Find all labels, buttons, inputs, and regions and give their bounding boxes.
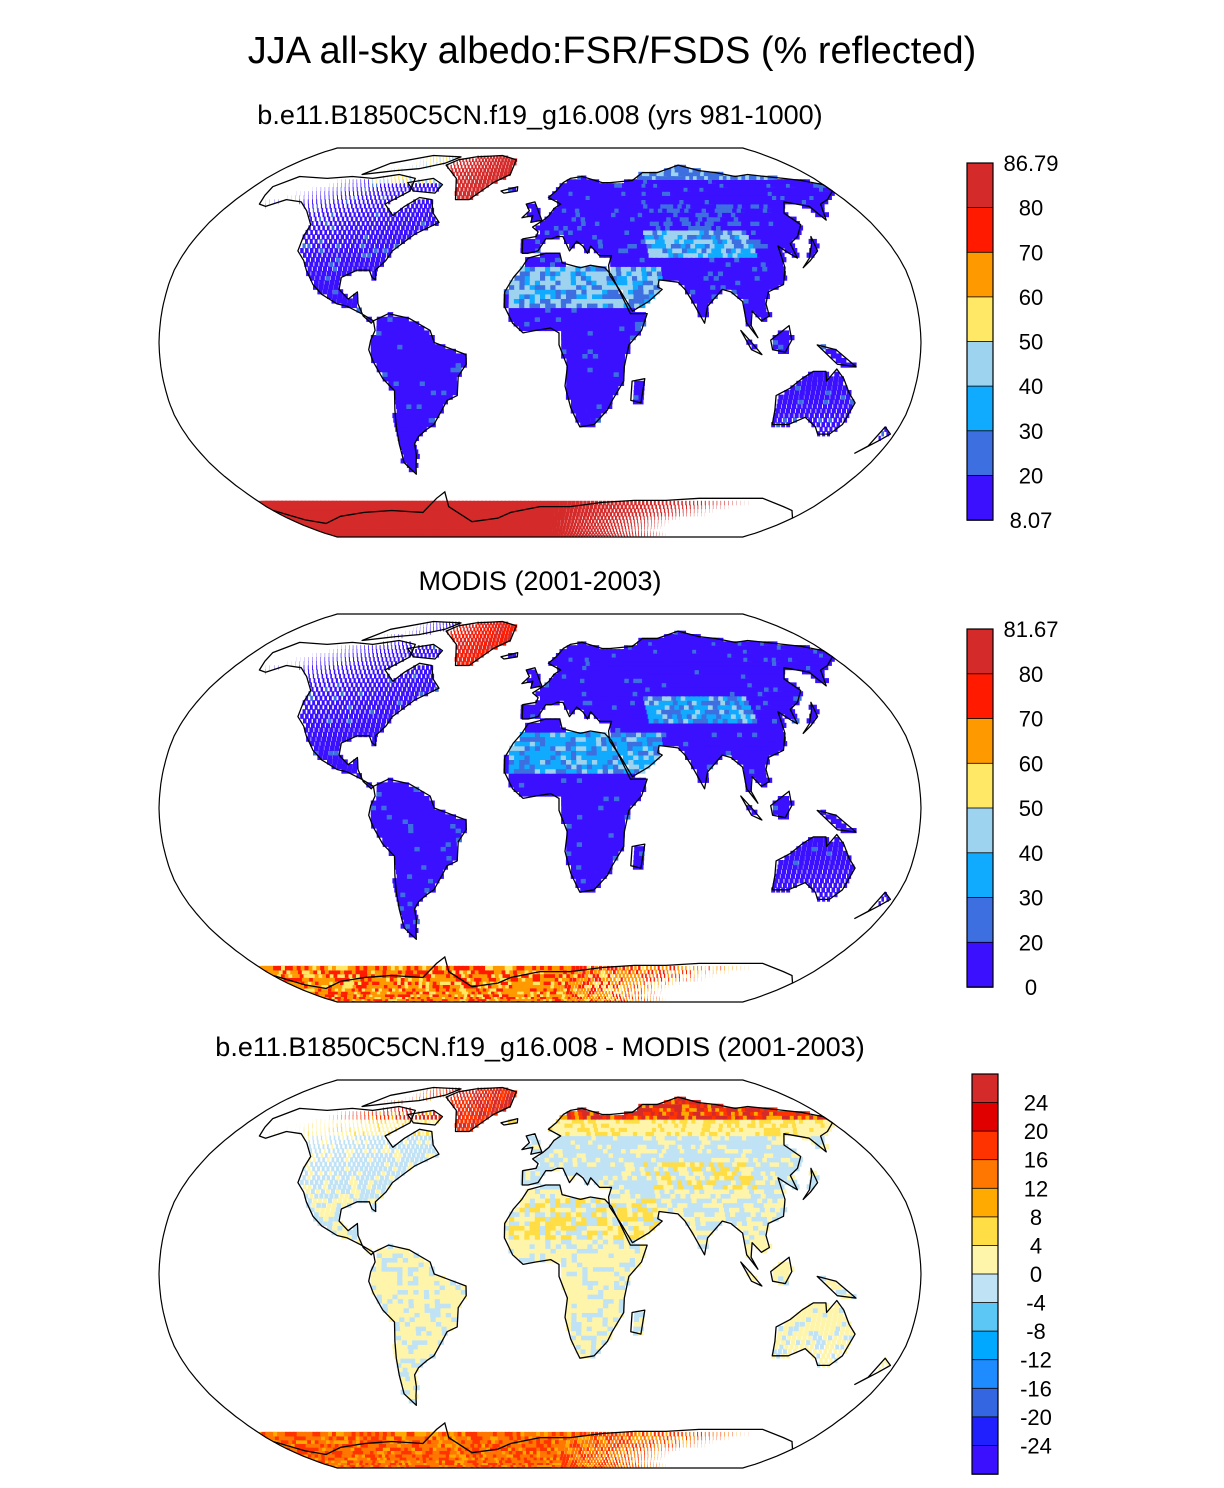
colorbar-tick-label: 24 [1024, 1091, 1048, 1116]
colorbar-3: 24 20 16 12 8 4 0 -4 -8 -12 -16 -20 -24 [971, 1073, 1052, 1475]
colorbar-swatch [966, 762, 994, 809]
colorbar-tick-label: -12 [1020, 1348, 1052, 1373]
colorbar-1: 86.79 80 70 60 50 40 30 20 8.07 [966, 151, 1059, 533]
colorbar-swatch [966, 807, 994, 854]
colorbar-swatch [966, 474, 994, 521]
colorbar-swatch [971, 1387, 999, 1418]
colorbar-swatch [971, 1245, 999, 1275]
colorbar-tick-label: -16 [1020, 1376, 1052, 1401]
panel-3-title: b.e11.B1850C5CN.f19_g16.008 - MODIS (200… [215, 1032, 865, 1062]
colorbar-tick-label: 60 [1019, 285, 1043, 310]
colorbar-swatch [966, 941, 994, 988]
colorbar-tick-label: 20 [1019, 463, 1043, 488]
colorbar-tick-label: 50 [1019, 796, 1043, 821]
colorbar-swatch [971, 1102, 999, 1132]
colorbar-tick-label: 70 [1019, 707, 1043, 732]
colorbar-tick-label: 8 [1030, 1205, 1042, 1230]
colorbar-swatch [971, 1330, 999, 1361]
map-panel-1 [158, 147, 922, 538]
colorbar-tick-label: 60 [1019, 751, 1043, 776]
coastlines [258, 1086, 892, 1456]
colorbar-tick-label: 40 [1019, 374, 1043, 399]
colorbar-swatch [966, 430, 994, 477]
colorbar-swatch [966, 852, 994, 899]
colorbar-tick-label: 80 [1019, 662, 1043, 687]
colorbar-tick-label: 30 [1019, 419, 1043, 444]
coastlines [258, 620, 892, 990]
colorbar-swatch [966, 207, 994, 254]
colorbar-tick-label: 80 [1019, 196, 1043, 221]
colorbar-tick-label: 20 [1024, 1119, 1048, 1144]
colorbar-swatch [971, 1445, 999, 1475]
colorbar-tick-label: 86.79 [1003, 151, 1058, 176]
colorbar-swatch [966, 673, 994, 720]
colorbar-tick-label: -4 [1026, 1291, 1046, 1316]
colorbar-tick-label: 12 [1024, 1176, 1048, 1201]
colorbar-tick-label: 20 [1019, 930, 1043, 955]
colorbar-swatch [971, 1273, 999, 1304]
colorbar-swatch [971, 1302, 999, 1332]
colorbar-tick-label: -24 [1020, 1433, 1052, 1458]
colorbar-tick-label: 8.07 [1010, 508, 1053, 533]
colorbar-tick-label: -20 [1020, 1405, 1052, 1430]
colorbar-tick-label: 0 [1025, 975, 1037, 1000]
colorbar-swatch [971, 1359, 999, 1390]
panel-2-title: MODIS (2001-2003) [418, 566, 662, 596]
panel-1-title: b.e11.B1850C5CN.f19_g16.008 (yrs 981-100… [257, 100, 823, 130]
coastlines [258, 154, 892, 525]
colorbar-swatch [971, 1216, 999, 1247]
colorbar-swatch [971, 1187, 999, 1218]
colorbar-tick-label: 16 [1024, 1148, 1048, 1173]
map-outline [158, 147, 922, 538]
colorbar-swatch [966, 385, 994, 432]
colorbar-swatch [966, 718, 994, 764]
map-panel-2 [158, 613, 922, 1003]
colorbar-swatch [966, 341, 994, 387]
colorbar-2: 81.67 80 70 60 50 40 30 20 0 [966, 617, 1059, 1000]
data-cells [257, 621, 889, 1002]
colorbar-swatch [971, 1416, 999, 1447]
colorbar-swatch [966, 296, 994, 343]
data-cells [257, 155, 889, 537]
colorbar-tick-label: 4 [1030, 1233, 1042, 1258]
colorbar-swatch [966, 162, 994, 209]
colorbar-swatch [971, 1073, 999, 1104]
colorbar-tick-label: 70 [1019, 240, 1043, 265]
colorbar-tick-label: 30 [1019, 886, 1043, 911]
colorbar-swatch [966, 628, 994, 675]
colorbar-tick-label: -8 [1026, 1319, 1046, 1344]
data-cells [257, 1087, 889, 1468]
colorbar-swatch [971, 1130, 999, 1161]
map-outline [158, 613, 922, 1003]
map-outline [158, 1079, 922, 1469]
colorbar-tick-label: 81.67 [1003, 617, 1058, 642]
figure-title: JJA all-sky albedo:FSR/FSDS (% reflected… [247, 30, 977, 72]
colorbar-swatch [971, 1159, 999, 1190]
colorbar-tick-label: 0 [1030, 1262, 1042, 1287]
colorbar-tick-label: 40 [1019, 841, 1043, 866]
colorbar-swatch [966, 251, 994, 298]
colorbar-tick-label: 50 [1019, 330, 1043, 355]
colorbar-swatch [966, 897, 994, 943]
map-panel-3 [158, 1079, 922, 1469]
